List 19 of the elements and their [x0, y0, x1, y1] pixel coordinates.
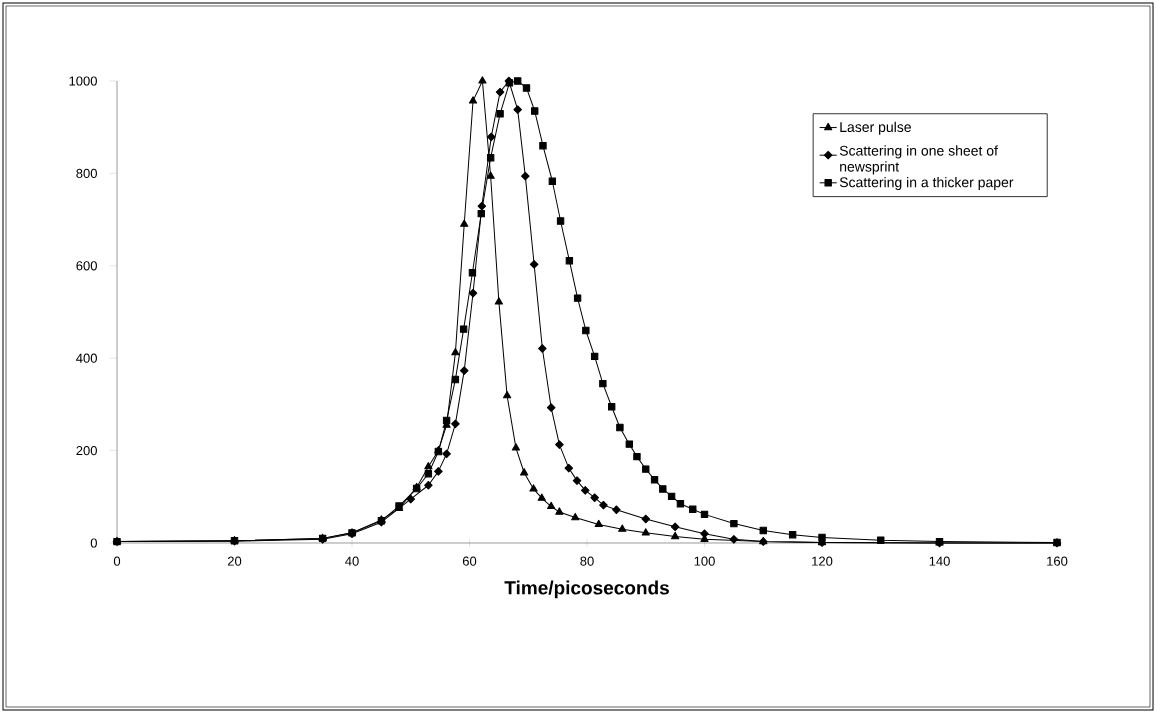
x-tick-label: 120: [812, 556, 833, 566]
y-tick-label: 400: [76, 353, 97, 363]
y-tick-label: 600: [76, 261, 97, 271]
x-tick-label: 40: [345, 556, 359, 566]
x-tick-label: 80: [580, 556, 594, 566]
x-tick-label: 60: [462, 556, 477, 566]
y-tick-label: 200: [76, 445, 97, 456]
x-tick-label: 0: [113, 556, 121, 566]
y-tick-label: 1000: [69, 76, 97, 86]
x-tick-label: 20: [227, 556, 242, 566]
x-axis-title: Time/picoseconds: [504, 580, 669, 599]
x-tick-label: 100: [694, 556, 715, 566]
legend-label: Scattering in one sheet of newsprint: [839, 145, 998, 175]
y-tick-label: 0: [90, 538, 97, 548]
legend-label: Scattering in a thicker paper: [839, 176, 1014, 191]
x-tick-label: 160: [1047, 556, 1068, 566]
legend-label: Laser pulse: [840, 121, 911, 135]
x-tick-label: 140: [929, 556, 950, 566]
y-tick-label: 800: [76, 168, 97, 178]
